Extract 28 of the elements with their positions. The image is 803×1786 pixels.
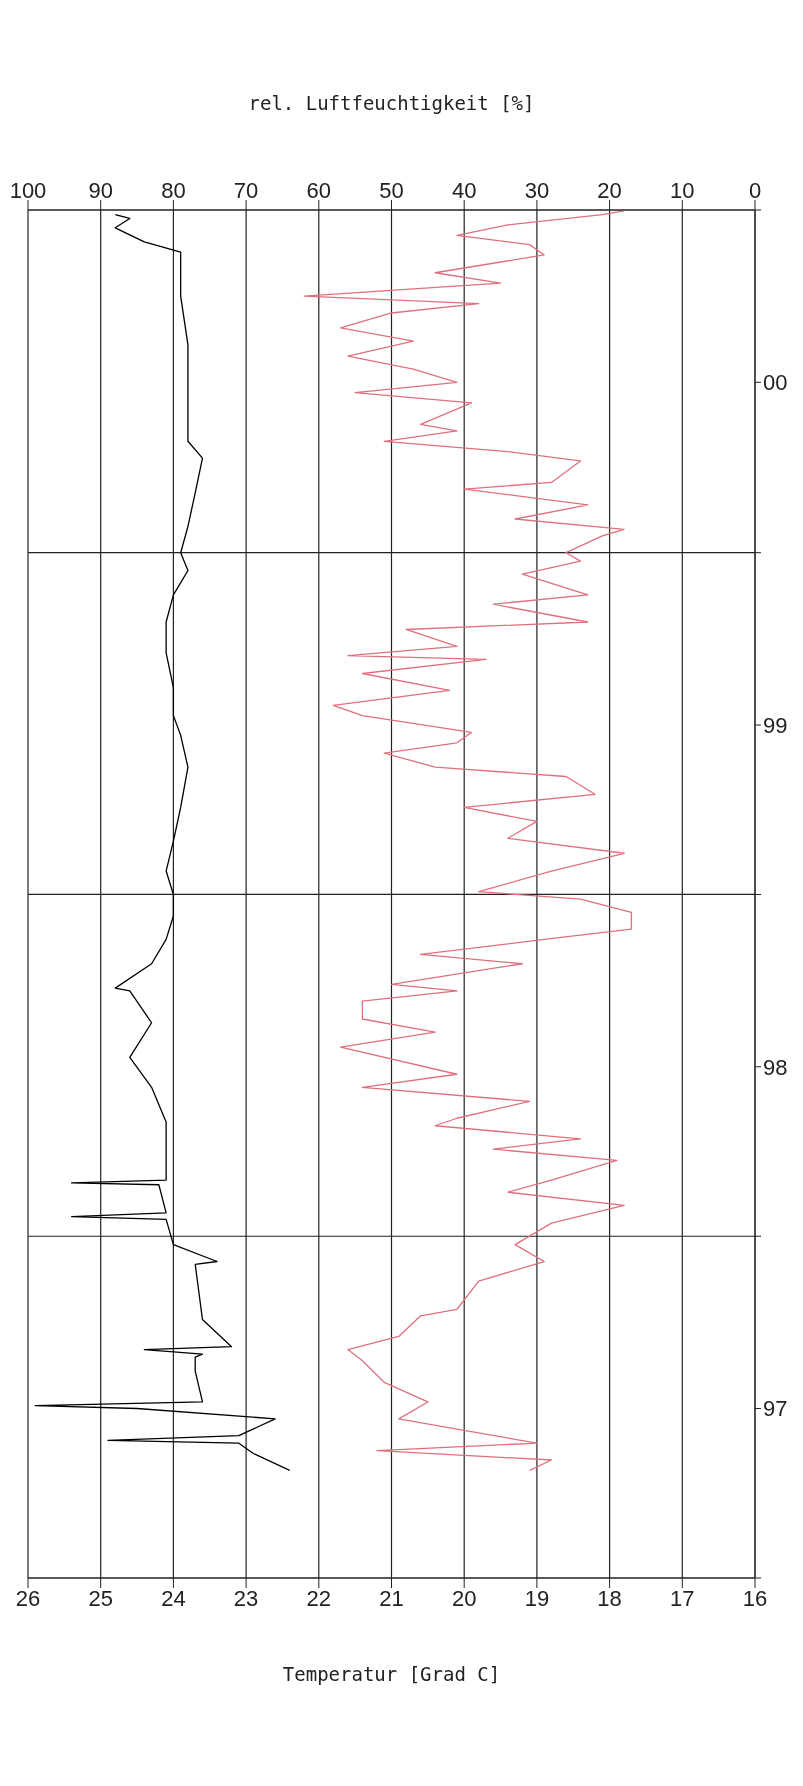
x2-tick-label: 60 (306, 178, 332, 203)
x2-axis-title: rel. Luftfeuchtigkeit [%] (248, 92, 535, 114)
x2-tick-label: 10 (670, 178, 695, 203)
x-tick-label: 21 (379, 1585, 404, 1611)
x2-tick-label: 50 (379, 178, 404, 203)
x-tick-label: 25 (88, 1585, 113, 1611)
x2-tick-label: 30 (524, 178, 550, 203)
y-tick-label: 97 (763, 1396, 788, 1422)
x2-tick-label: 90 (88, 178, 113, 203)
x-tick-label: 17 (670, 1585, 695, 1611)
x2-tick-label: 0 (748, 178, 762, 203)
x-tick-label: 19 (524, 1585, 550, 1611)
y-tick-label: 00 (763, 370, 788, 396)
x2-tick-label: 40 (451, 178, 477, 203)
x2-tick-label: 100 (9, 178, 47, 203)
x-tick-label: 24 (161, 1585, 186, 1611)
x-axis-title: Temperatur [Grad C] (282, 1663, 501, 1686)
x-tick-label: 20 (451, 1585, 477, 1611)
x2-tick-label: 20 (597, 178, 622, 203)
y-tick-label: 99 (763, 712, 788, 738)
y-tick-label: 98 (763, 1054, 788, 1080)
x-tick-label: 22 (306, 1585, 332, 1611)
x-tick-label: 18 (597, 1585, 622, 1611)
x2-tick-label: 70 (233, 178, 259, 203)
x-tick-label: 16 (742, 1585, 768, 1611)
x-tick-label: 23 (233, 1585, 259, 1611)
x2-tick-label: 80 (161, 178, 186, 203)
x-tick-label: 26 (15, 1585, 41, 1611)
